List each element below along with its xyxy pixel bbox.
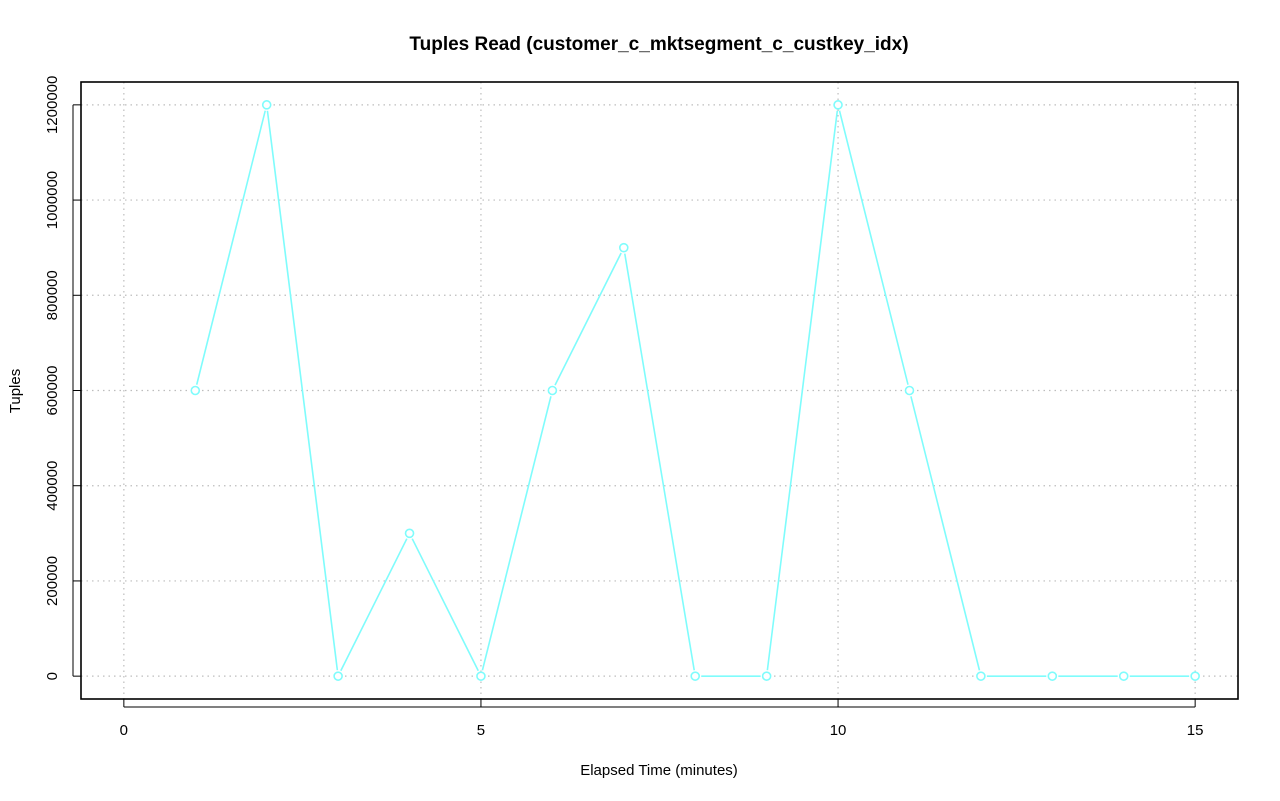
y-tick-label: 0 <box>44 672 61 680</box>
data-point <box>618 242 629 253</box>
data-point <box>904 385 915 396</box>
x-tick-label: 0 <box>120 722 128 739</box>
data-point <box>261 100 272 110</box>
series-line-segment <box>766 110 839 671</box>
x-tick-label: 5 <box>477 722 485 739</box>
x-tick-label: 10 <box>830 722 847 739</box>
grid <box>81 82 1238 699</box>
series-line-segment <box>838 110 909 385</box>
y-tick-label: 1200000 <box>44 76 61 134</box>
chart-title: Tuples Read (customer_c_mktsegment_c_cus… <box>409 34 908 55</box>
x-tick-label: 15 <box>1187 722 1204 739</box>
data-point <box>690 671 701 681</box>
data-point <box>404 528 415 539</box>
data-point <box>333 671 343 681</box>
series-line-segment <box>195 110 267 385</box>
data-point <box>761 671 772 681</box>
data-point <box>833 100 843 110</box>
y-tick-label: 600000 <box>44 365 61 415</box>
series-line-segment <box>910 396 981 671</box>
series-line-segment <box>266 110 339 671</box>
plot-frame <box>80 81 1239 700</box>
x-axis-label: Elapsed Time (minutes) <box>580 762 738 779</box>
data-point <box>476 671 486 681</box>
series-line-segment <box>340 538 408 672</box>
data-point <box>190 385 201 396</box>
y-tick-label: 400000 <box>44 461 61 511</box>
series <box>190 100 1200 681</box>
y-tick-label: 1000000 <box>44 171 61 229</box>
series-line-segment <box>481 396 552 671</box>
data-point <box>547 385 558 396</box>
axes: 0 5 10 15 0 200000 400000 600000 800000 1000000 12… <box>44 76 1203 739</box>
series-line-segment <box>623 253 696 671</box>
data-point <box>1118 671 1129 681</box>
series-line-segment <box>411 538 479 672</box>
y-tick-label: 200000 <box>44 556 61 606</box>
data-point <box>1190 671 1200 681</box>
series-line-segment <box>554 252 622 386</box>
y-tick-label: 800000 <box>44 270 61 320</box>
y-axis-label: Tuples <box>7 369 24 413</box>
data-point <box>976 671 986 681</box>
data-point <box>1047 671 1058 681</box>
